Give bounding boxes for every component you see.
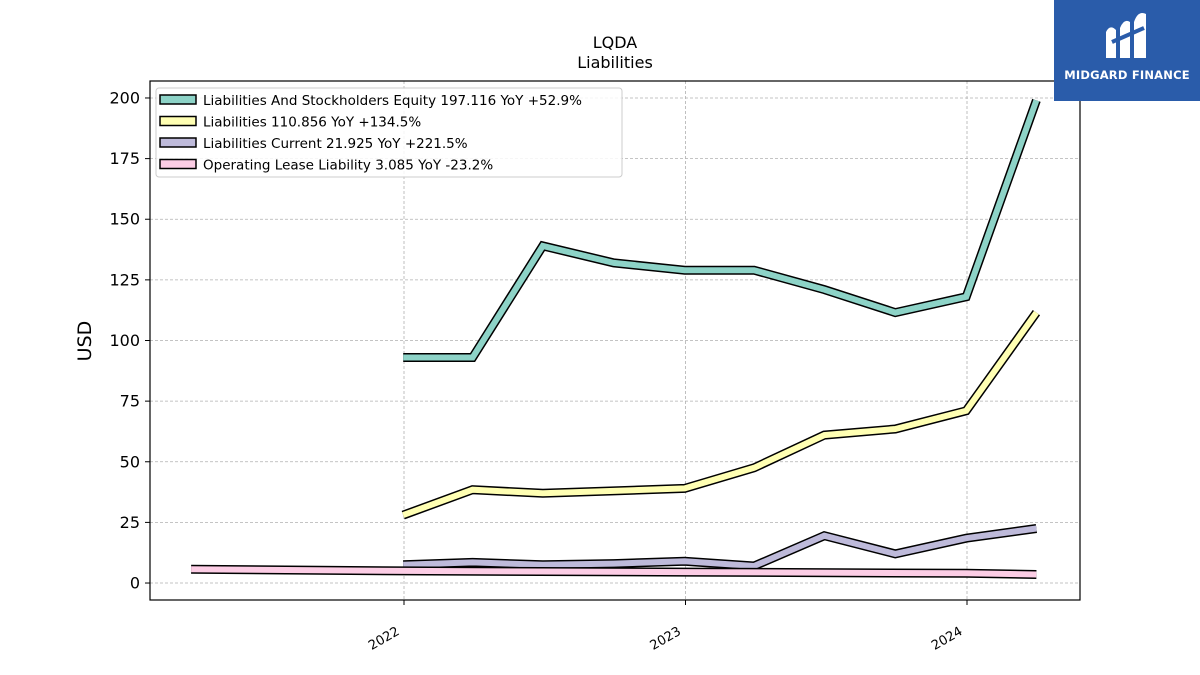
- x-tick-label: 2023: [648, 624, 684, 654]
- legend-box: [155, 87, 623, 178]
- legend-label: Liabilities And Stockholders Equity 197.…: [203, 93, 582, 109]
- legend-swatch: [159, 94, 197, 105]
- legend-label: Operating Lease Liability 3.085 YoY -23.…: [203, 158, 493, 174]
- logo-text: MIDGARD FINANCE: [1064, 68, 1190, 82]
- series-3: [403, 524, 1038, 571]
- logo: MIDGARD FINANCE: [1054, 0, 1200, 101]
- y-tick-label: 175: [109, 149, 140, 168]
- y-tick-label: 75: [120, 392, 140, 411]
- legend-label: Liabilities Current 21.925 YoY +221.5%: [203, 136, 468, 152]
- legend-entry: Liabilities And Stockholders Equity 197.…: [159, 93, 582, 109]
- y-axis: 0 25 50 75 100 125 150 175 200: [109, 88, 150, 593]
- y-tick-label: 200: [109, 88, 140, 107]
- x-tick-label: 2024: [929, 624, 965, 654]
- legend-label: Liabilities 110.856 YoY +134.5%: [203, 115, 421, 131]
- x-tick-label: 2022: [366, 624, 402, 654]
- chart-title: LQDA: [593, 33, 638, 52]
- series-2: [401, 309, 1041, 520]
- series-1: [403, 98, 1041, 362]
- legend-swatch: [159, 115, 197, 127]
- legend-entry: Operating Lease Liability 3.085 YoY -23.…: [159, 158, 493, 174]
- legend-entry: Liabilities Current 21.925 YoY +221.5%: [159, 136, 468, 152]
- logo-mark-icon: [1106, 13, 1146, 58]
- series-layer: [191, 98, 1041, 579]
- y-tick-label: 150: [109, 210, 140, 229]
- legend-swatch: [159, 158, 197, 170]
- x-axis: 2022 2023 2024: [366, 600, 968, 654]
- legend-swatch: [159, 137, 197, 148]
- y-tick-label: 125: [109, 270, 140, 289]
- series-4: [191, 564, 1037, 579]
- y-tick-label: 100: [109, 331, 140, 350]
- series-line: [191, 566, 1037, 578]
- chart-subtitle: Liabilities: [577, 53, 653, 72]
- y-tick-label: 25: [120, 513, 140, 532]
- y-axis-label: USD: [74, 321, 96, 362]
- legend-entry: Liabilities 110.856 YoY +134.5%: [159, 115, 421, 131]
- y-tick-label: 0: [130, 574, 140, 593]
- legend: Liabilities And Stockholders Equity 197.…: [155, 87, 623, 178]
- series-line: [403, 99, 1040, 361]
- series-line-outline: [401, 309, 1041, 520]
- series-line: [402, 310, 1039, 518]
- y-tick-label: 50: [120, 452, 140, 471]
- series-line: [403, 525, 1037, 570]
